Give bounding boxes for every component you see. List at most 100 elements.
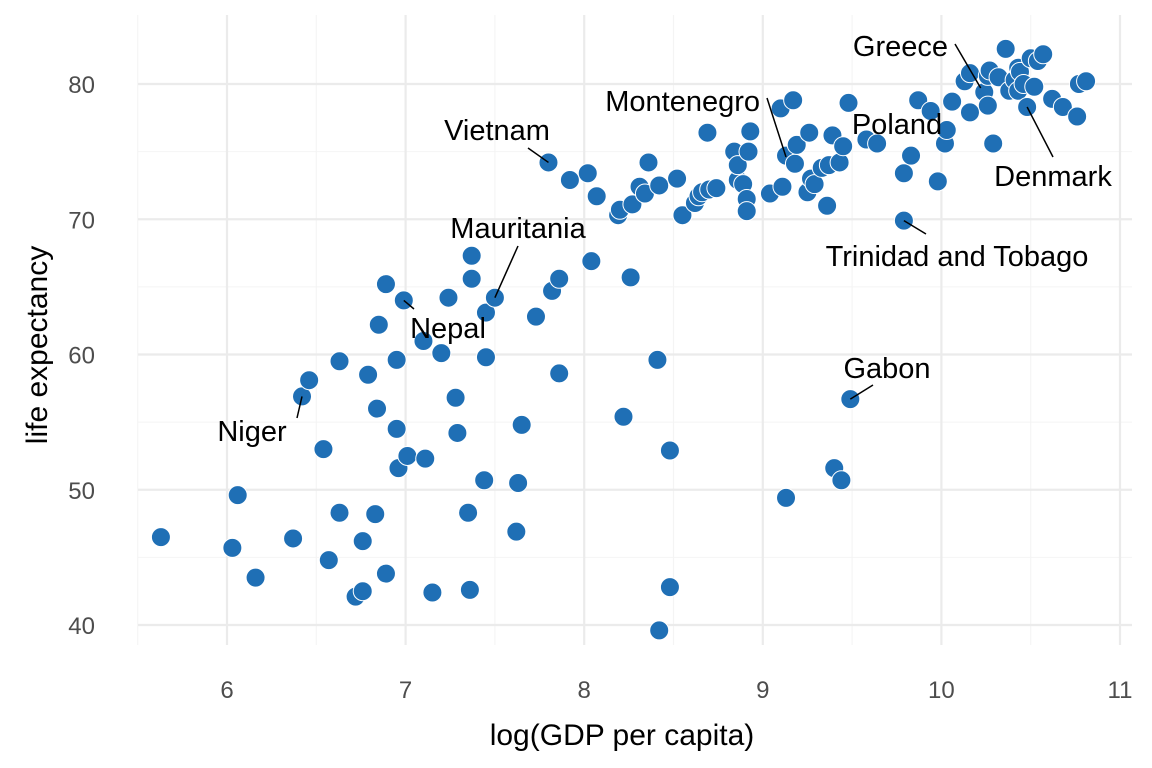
data-point [959, 102, 980, 123]
annotation-leader-line [849, 384, 874, 400]
data-point [375, 563, 396, 584]
data-point [772, 176, 793, 197]
data-point [368, 314, 389, 335]
data-point [447, 422, 468, 443]
data-point [783, 90, 804, 111]
data-point [559, 170, 580, 191]
data-point [365, 504, 386, 525]
annotation-leader-line [403, 299, 415, 310]
data-point [283, 528, 304, 549]
data-point [667, 168, 688, 189]
data-point [438, 287, 459, 308]
data-point [586, 186, 607, 207]
y-tick-label: 40 [68, 613, 95, 640]
point-annotation: Vietnam [444, 115, 550, 147]
y-tick-label: 80 [68, 72, 95, 99]
annotation-leader-line [296, 396, 303, 419]
data-point [833, 136, 854, 157]
data-point [367, 398, 388, 419]
y-tick-label: 50 [68, 478, 95, 505]
data-point [458, 502, 479, 523]
data-point [329, 502, 350, 523]
data-point [1076, 71, 1097, 92]
data-point [649, 620, 670, 641]
point-annotation: Trinidad and Tobago [826, 241, 1089, 273]
annotation-leader-line [1026, 106, 1054, 158]
data-point [397, 445, 418, 466]
data-point [727, 155, 748, 176]
data-point [150, 527, 171, 548]
data-point [508, 472, 529, 493]
x-tick-label: 11 [1108, 677, 1133, 704]
point-annotation: Gabon [843, 353, 930, 385]
data-point [649, 175, 670, 196]
data-point [386, 349, 407, 370]
point-annotation: Denmark [994, 161, 1112, 193]
data-point [829, 152, 850, 173]
data-point [893, 163, 914, 184]
data-point [386, 418, 407, 439]
data-point [475, 347, 496, 368]
data-point [506, 521, 527, 542]
y-tick-label: 60 [68, 343, 95, 370]
data-point [706, 178, 727, 199]
data-point [459, 579, 480, 600]
x-tick-label: 8 [578, 677, 591, 704]
data-point [318, 550, 339, 571]
point-annotation: Nepal [410, 313, 486, 345]
data-point [461, 245, 482, 266]
data-point [740, 121, 761, 142]
x-axis-ticks: 6 7 8 9 10 11 [220, 677, 1132, 704]
data-point [620, 267, 641, 288]
data-point [525, 306, 546, 327]
data-point [422, 582, 443, 603]
data-point [415, 448, 436, 469]
data-point [995, 38, 1016, 59]
data-point [784, 153, 805, 174]
x-tick-label: 9 [756, 677, 769, 704]
data-point [329, 351, 350, 372]
data-point [474, 470, 495, 491]
annotations: Greece Montenegro Poland Vietnam Denmark Maur… [217, 31, 1112, 448]
data-point [817, 195, 838, 216]
data-point [659, 577, 680, 598]
data-point [736, 201, 757, 222]
point-annotation: Mauritania [450, 213, 586, 245]
x-tick-label: 6 [220, 677, 233, 704]
data-point [413, 330, 434, 351]
point-annotation: Montenegro [605, 86, 760, 118]
grid [137, 15, 1132, 645]
data-point [549, 268, 570, 289]
annotation-leader-line [954, 43, 982, 89]
data-point [776, 487, 797, 508]
data-point [901, 145, 922, 166]
point-annotation: Poland [852, 109, 942, 141]
data-point [461, 268, 482, 289]
data-point [227, 485, 248, 506]
data-point [831, 470, 852, 491]
data-point [672, 205, 693, 226]
data-point [920, 101, 941, 122]
data-point [942, 91, 963, 112]
data-point [549, 363, 570, 384]
y-axis-ticks: 40 50 60 70 80 [68, 72, 95, 640]
data-point [786, 134, 807, 155]
data-point [977, 95, 998, 116]
data-point [697, 122, 718, 143]
data-point [927, 171, 948, 192]
data-point [659, 440, 680, 461]
data-point [1067, 106, 1088, 127]
annotation-leader-line [766, 97, 787, 158]
y-tick-label: 70 [68, 207, 95, 234]
data-point [358, 364, 379, 385]
data-point [867, 133, 888, 154]
data-point [1024, 76, 1045, 97]
data-point [222, 537, 243, 558]
point-annotation: Greece [853, 31, 948, 63]
data-points [150, 38, 1097, 641]
data-point [511, 414, 532, 435]
annotation-leader-line [903, 219, 927, 235]
data-point [799, 122, 820, 143]
data-point [475, 302, 496, 323]
